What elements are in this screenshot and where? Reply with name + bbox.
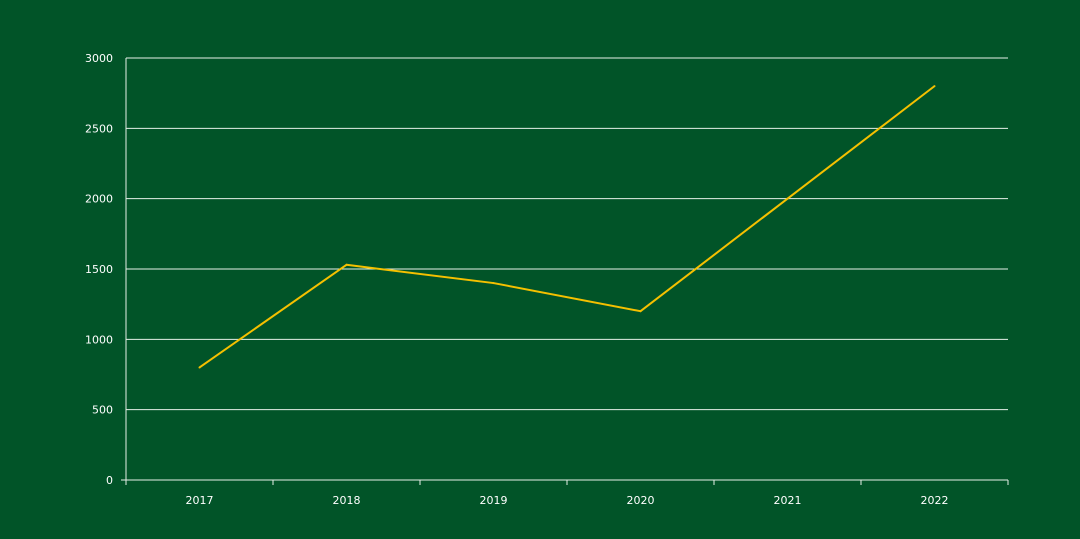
x-tick-label: 2021 bbox=[774, 494, 802, 507]
x-tick-label: 2018 bbox=[333, 494, 361, 507]
x-tick-label: 2022 bbox=[921, 494, 949, 507]
x-axis-tick-labels: 2017 2018 2019 2020 2021 2022 bbox=[186, 494, 949, 507]
y-tick-label: 1000 bbox=[85, 333, 113, 346]
y-tick-label: 3000 bbox=[85, 52, 113, 65]
x-tick-label: 2020 bbox=[627, 494, 655, 507]
y-tick-label: 500 bbox=[92, 404, 113, 417]
data-point-2018 bbox=[345, 263, 348, 266]
data-point-2020 bbox=[639, 310, 642, 313]
data-point-2021 bbox=[786, 197, 789, 200]
series-line bbox=[198, 85, 936, 369]
gridlines bbox=[126, 57, 1008, 411]
axes bbox=[121, 58, 1008, 481]
data-point-2019 bbox=[492, 282, 495, 285]
data-point-2017 bbox=[198, 366, 201, 369]
data-point-2022 bbox=[933, 85, 936, 88]
x-tick-label: 2019 bbox=[480, 494, 508, 507]
series-group bbox=[198, 85, 936, 369]
y-axis-tick-labels: 0 500 1000 1500 2000 2500 3000 bbox=[85, 52, 113, 487]
x-tick-label: 2017 bbox=[186, 494, 214, 507]
x-axis-ticks bbox=[125, 480, 1009, 485]
y-tick-label: 2500 bbox=[85, 122, 113, 135]
y-tick-label: 2000 bbox=[85, 193, 113, 206]
y-tick-label: 1500 bbox=[85, 263, 113, 276]
y-tick-label: 0 bbox=[106, 474, 113, 487]
